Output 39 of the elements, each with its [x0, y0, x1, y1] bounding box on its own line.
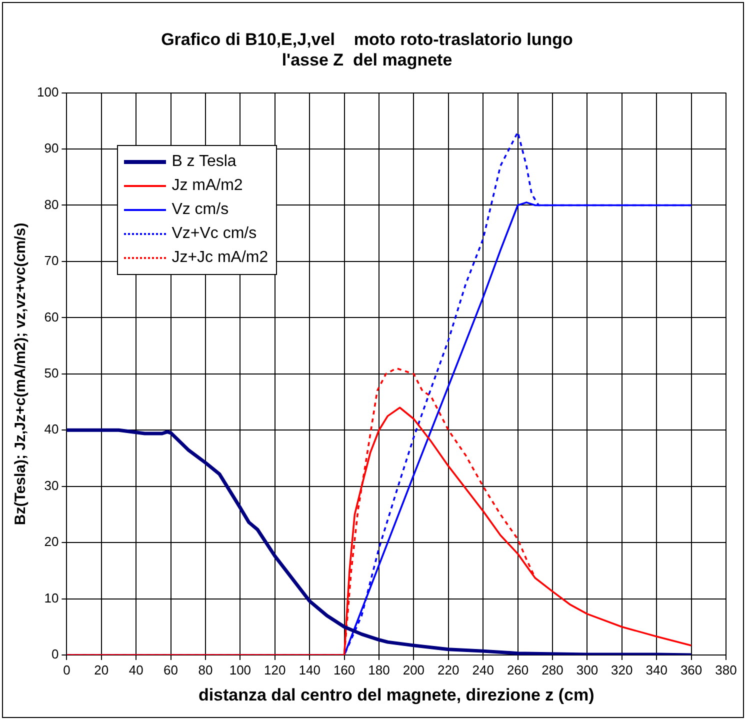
- x-axis-title: distanza dal centro del magnete, direzione z (cm): [198, 685, 594, 704]
- y-tick-label: 100: [36, 84, 59, 100]
- x-tick-label: 180: [368, 662, 390, 678]
- legend-label: Vz+Vc cm/s: [172, 224, 257, 244]
- y-axis-title: Bz(Tesla); Jz,Jz+c(mA/m2); vz,vz+vc(cm/s): [12, 222, 30, 526]
- y-tick-label: 20: [44, 534, 59, 550]
- x-tick-label: 240: [472, 662, 494, 678]
- legend-label: Jz mA/m2: [172, 176, 243, 196]
- x-tick-label: 80: [198, 662, 213, 678]
- legend-label: Vz cm/s: [172, 200, 229, 220]
- x-tick-label: 160: [333, 662, 356, 678]
- x-tick-label: 140: [298, 662, 320, 678]
- x-tick-label: 220: [438, 662, 460, 678]
- x-tick-label: 20: [94, 662, 109, 678]
- x-tick-label: 60: [164, 662, 178, 678]
- y-tick-label: 70: [44, 253, 59, 268]
- legend-label: B z Tesla: [172, 152, 236, 172]
- x-tick-label: 340: [646, 662, 668, 678]
- x-tick-label: 320: [611, 662, 633, 678]
- y-tick-label: 0: [51, 646, 59, 662]
- y-tick-label: 80: [44, 196, 59, 212]
- x-tick-label: 120: [264, 662, 286, 678]
- x-tick-label: 0: [63, 662, 70, 678]
- y-tick-label: 30: [44, 478, 59, 493]
- x-tick-label: 280: [542, 662, 564, 678]
- legend-label: Jz+Jc mA/m2: [172, 248, 268, 268]
- x-tick-label: 200: [402, 662, 425, 678]
- chart-title: Grafico di B10,E,J,vel moto roto-traslatorio lungo l'asse Z del magnete: [161, 30, 573, 70]
- x-tick-label: 100: [229, 662, 252, 678]
- x-tick-label: 360: [680, 662, 702, 678]
- y-tick-label: 10: [44, 590, 59, 606]
- y-tick-label: 60: [44, 309, 59, 324]
- y-tick-label: 90: [44, 140, 59, 156]
- y-tick-label: 50: [44, 365, 59, 380]
- x-tick-label: 300: [576, 662, 598, 678]
- x-tick-label: 260: [506, 662, 529, 678]
- x-tick-label: 380: [715, 662, 737, 678]
- x-tick-label: 40: [128, 662, 144, 678]
- y-tick-label: 40: [44, 422, 59, 437]
